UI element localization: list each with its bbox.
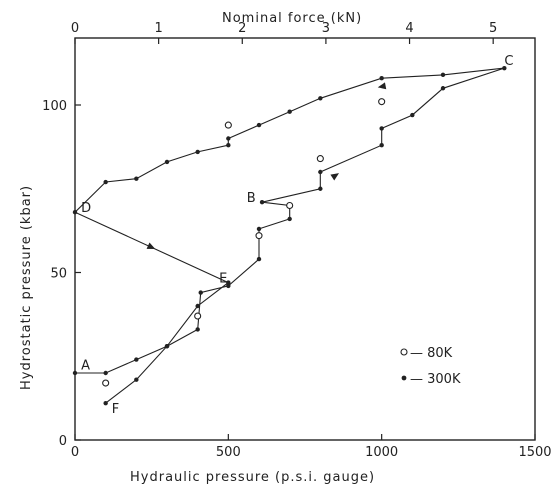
legend-marker-300k <box>401 375 407 381</box>
data-point-300k <box>103 370 108 376</box>
direction-arrow <box>377 82 387 90</box>
data-point-80k <box>378 98 386 106</box>
top-tick-label: 4 <box>405 21 413 36</box>
point-labels: A B C D E F <box>81 54 513 417</box>
legend: — 80K — 300K <box>400 346 461 387</box>
data-point-80k <box>316 155 324 163</box>
data-point-300k <box>379 143 384 148</box>
data-point-300k <box>287 109 292 114</box>
data-point-300k <box>134 377 139 382</box>
top-tick-label: 2 <box>238 21 246 36</box>
direction-arrow <box>330 173 340 181</box>
point-label-b: B <box>247 191 256 206</box>
data-point-300k <box>103 400 108 406</box>
data-point-300k <box>164 344 170 349</box>
data-point-80k <box>224 121 232 129</box>
data-point-300k <box>379 126 384 131</box>
data-point-300k <box>502 65 507 71</box>
legend-label: — 80K <box>410 346 453 361</box>
point-label-e: E <box>219 272 227 287</box>
data-point-300k <box>226 280 231 285</box>
data-point-300k <box>226 283 231 289</box>
data-point-300k <box>287 216 292 222</box>
data-point-300k <box>256 122 262 128</box>
data-point-300k <box>195 149 200 155</box>
data-point-300k <box>440 86 446 91</box>
data-point-300k <box>164 159 170 165</box>
legend-label: — 300K <box>410 372 461 387</box>
y-tick-label: 50 <box>50 267 67 282</box>
point-label-c: C <box>504 54 513 69</box>
data-point-300k <box>256 256 262 262</box>
x-axis-title: Hydraulic pressure (p.s.i. gauge) <box>130 470 375 485</box>
data-point-300k <box>103 179 108 185</box>
data-point-300k <box>256 226 262 232</box>
top-tick-label: 5 <box>489 21 497 36</box>
x-tick-label: 1000 <box>365 445 398 460</box>
data-point-300k <box>72 210 78 215</box>
series-lines <box>74 67 505 404</box>
series-points <box>72 65 507 406</box>
y-tick-label: 100 <box>42 99 67 114</box>
y-axis-title: Hydrostatic pressure (kbar) <box>19 185 34 390</box>
data-point-80k <box>255 232 263 240</box>
top-tick-label: 1 <box>154 21 162 36</box>
data-point-300k <box>318 169 323 175</box>
x-tick-label: 500 <box>216 445 241 460</box>
x-tick-label: 0 <box>71 445 79 460</box>
x-tick-label: 1500 <box>518 445 551 460</box>
point-label-d: D <box>81 201 91 216</box>
series-line-300k <box>74 67 505 404</box>
point-label-f: F <box>112 402 119 417</box>
point-label-a: A <box>81 359 90 374</box>
data-point-300k <box>440 72 446 78</box>
data-point-300k <box>318 96 323 101</box>
data-point-300k <box>134 176 139 181</box>
data-point-300k <box>195 303 200 309</box>
data-point-300k <box>410 112 415 118</box>
y-tick-label: 0 <box>59 434 67 449</box>
data-point-300k <box>72 370 78 376</box>
data-point-300k <box>198 290 203 295</box>
data-point-80k <box>194 312 202 320</box>
data-point-300k <box>379 76 384 81</box>
data-point-300k <box>318 186 323 191</box>
data-point-80k <box>102 379 110 387</box>
data-point-300k <box>226 143 231 148</box>
top-tick-label: 0 <box>71 21 79 36</box>
data-point-300k <box>226 136 231 141</box>
top-tick-label: 3 <box>322 21 330 36</box>
data-point-300k <box>259 199 265 205</box>
data-point-300k <box>134 357 139 362</box>
data-point-80k <box>286 201 294 210</box>
direction-arrow <box>146 242 156 250</box>
plot-frame <box>74 37 536 441</box>
data-point-300k <box>195 327 200 332</box>
legend-marker-80k <box>400 348 408 356</box>
top-axis-title: Nominal force (kN) <box>222 11 362 26</box>
